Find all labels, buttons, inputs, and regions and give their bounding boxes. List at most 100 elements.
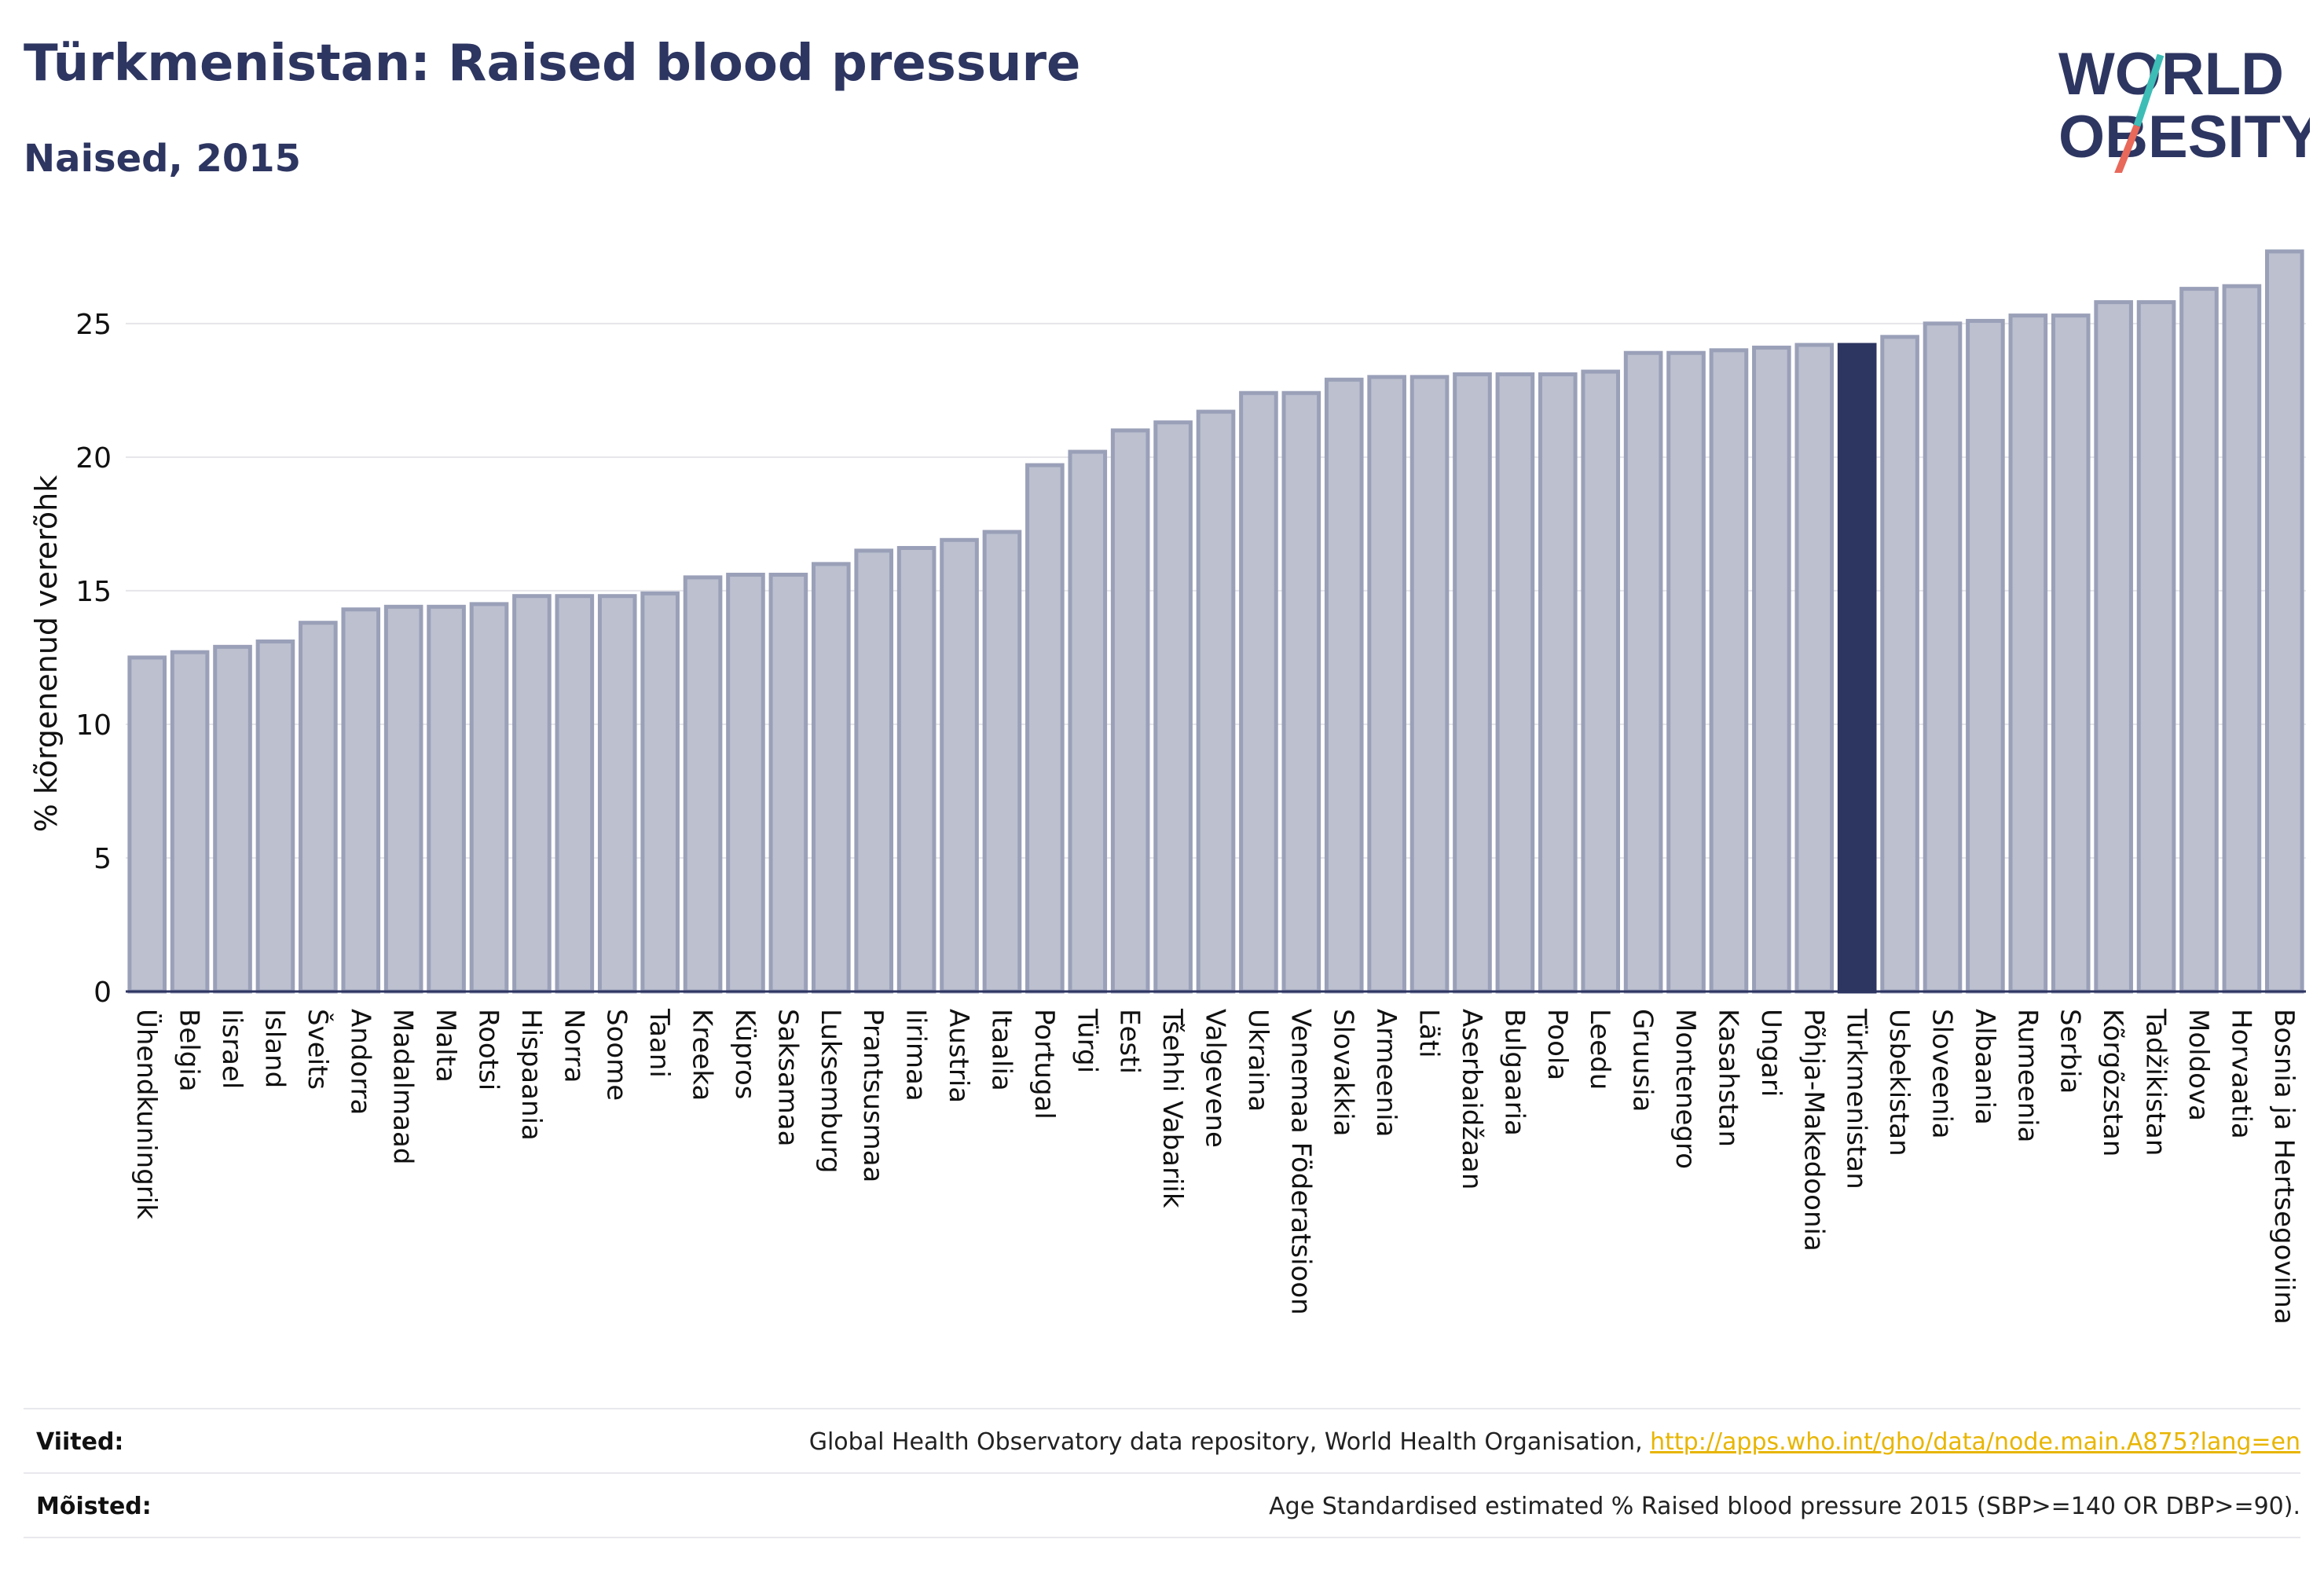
bar [1110, 428, 1150, 994]
bar [1239, 390, 1278, 994]
x-tick-label: Malta [430, 1009, 461, 1083]
x-tick-label: Küpros [729, 1009, 761, 1099]
y-tick-label: 5 [93, 843, 112, 875]
bar [1581, 369, 1621, 994]
bar-highlighted [1837, 343, 1877, 994]
x-tick-label: Usbekistan [1883, 1009, 1915, 1156]
bar [555, 594, 595, 994]
y-tick-label: 25 [75, 309, 112, 341]
bar [1281, 390, 1321, 994]
bar [2264, 249, 2304, 994]
bar [1324, 377, 1364, 994]
bar [597, 594, 637, 994]
x-tick-label: Šveits [302, 1009, 334, 1090]
world-obesity-logo: WORLD OBESITY [2058, 41, 2310, 173]
bar [2179, 287, 2219, 994]
x-tick-label: Kreeka [687, 1009, 718, 1101]
x-tick-label: Taani [643, 1008, 675, 1078]
x-tick-label: Ungari [1755, 1009, 1787, 1097]
y-tick-label: 0 [93, 977, 112, 1009]
bar [1666, 350, 1706, 994]
x-tick-label: Bosnia ja Hertsegoviina [2268, 1009, 2300, 1325]
bar [768, 572, 808, 994]
x-tick-label: Ukraina [1242, 1009, 1274, 1112]
bar [1752, 345, 1791, 994]
x-tick-label: Põhja-Makedoonia [1798, 1009, 1829, 1252]
x-tick-label: Sloveenia [1926, 1009, 1958, 1139]
x-tick-label: Belgia [174, 1009, 205, 1092]
bar [940, 537, 979, 994]
bar [1025, 463, 1065, 994]
x-tick-label: Portugal [1028, 1009, 1060, 1120]
x-tick-label: Montenegro [1670, 1009, 1701, 1169]
bar [512, 594, 552, 994]
bar [1794, 343, 1835, 994]
bar [1923, 321, 1963, 994]
x-tick-label: Kõrgõzstan [2097, 1009, 2128, 1156]
x-tick-label: Tšehhi Vabariik [1157, 1008, 1188, 1208]
x-tick-label: Aserbaidžaan [1456, 1009, 1487, 1189]
bar [1623, 350, 1663, 994]
x-tick-label: Prantsusmaa [857, 1009, 889, 1182]
bar [1709, 348, 1749, 994]
x-tick-label: Kasahstan [1712, 1009, 1743, 1147]
bar [1966, 318, 2005, 994]
bar [2222, 284, 2262, 994]
bar [2136, 300, 2176, 994]
sources-description: Global Health Observatory data repositor… [808, 1428, 1651, 1456]
x-tick-label: Iisrael [216, 1009, 247, 1089]
x-tick-label: Türgi [1071, 1008, 1102, 1073]
bar [469, 602, 509, 994]
definitions-label: Mõisted: [36, 1493, 152, 1520]
x-tick-label: Austria [943, 1009, 974, 1103]
bar [1367, 375, 1406, 994]
x-tick-label: Venemaa Föderatsioon [1285, 1009, 1316, 1315]
bar [427, 604, 466, 994]
x-tick-label: Ühendkuningrik [130, 1009, 163, 1219]
sources-label: Viited: [36, 1428, 124, 1456]
x-tick-label: Armeenia [1370, 1009, 1402, 1137]
x-tick-label: Horvaatia [2225, 1009, 2256, 1139]
logo-text-line1: WORLD [2058, 41, 2284, 108]
chart-subtitle: Naised, 2015 [24, 137, 302, 181]
bar [1538, 372, 1578, 994]
x-tick-label: Albaania [1969, 1009, 2000, 1125]
logo-text-line2: OBESITY [2058, 104, 2310, 170]
footer-divider-middle [24, 1472, 2300, 1474]
bar-chart: 0 5 10 15 20 25 Ühendkuningrik Belgia Iisrael Isl… [29, 249, 2306, 1325]
logo-slash-teal [2133, 53, 2165, 127]
bar [2051, 313, 2091, 994]
sources-link[interactable]: http://apps.who.int/gho/data/node.main.A… [1650, 1428, 2300, 1456]
bar [341, 607, 381, 994]
bar [1196, 409, 1236, 994]
x-tick-label: Hispaania [515, 1009, 547, 1141]
bar [726, 572, 765, 994]
bar [1880, 335, 1919, 994]
x-tick-label: Eesti [1114, 1009, 1146, 1074]
x-tick-label: Bulgaaria [1498, 1009, 1530, 1136]
x-tick-label: Norra [558, 1009, 589, 1083]
footer-divider-bottom [24, 1537, 2300, 1538]
x-tick-label: Iirimaa [900, 1009, 932, 1101]
tick-labels: 0 5 10 15 20 25 Ühendkuningrik Belgia Iisrael Isl… [75, 309, 2300, 1325]
bar [896, 545, 937, 994]
x-tick-label: Saksamaa [772, 1009, 803, 1146]
bar [854, 548, 894, 994]
x-tick-label: Soome [601, 1009, 632, 1101]
bar [640, 591, 680, 994]
x-tick-label: Slovakkia [1328, 1009, 1359, 1136]
sources-text: Global Health Observatory data repositor… [809, 1428, 2300, 1456]
bars [127, 249, 2304, 994]
x-tick-label: Poola [1541, 1009, 1573, 1080]
bar [683, 575, 723, 994]
y-tick-label: 20 [75, 442, 112, 475]
bar [982, 530, 1022, 994]
bar [255, 640, 295, 994]
logo-slash-coral [2114, 124, 2141, 173]
bar [383, 604, 423, 994]
bar [170, 650, 210, 994]
x-tick-label: Tadžikistan [2140, 1008, 2172, 1156]
bar [811, 562, 851, 994]
x-tick-label: Moldova [2183, 1009, 2214, 1121]
x-tick-label: Läti [1413, 1009, 1445, 1058]
